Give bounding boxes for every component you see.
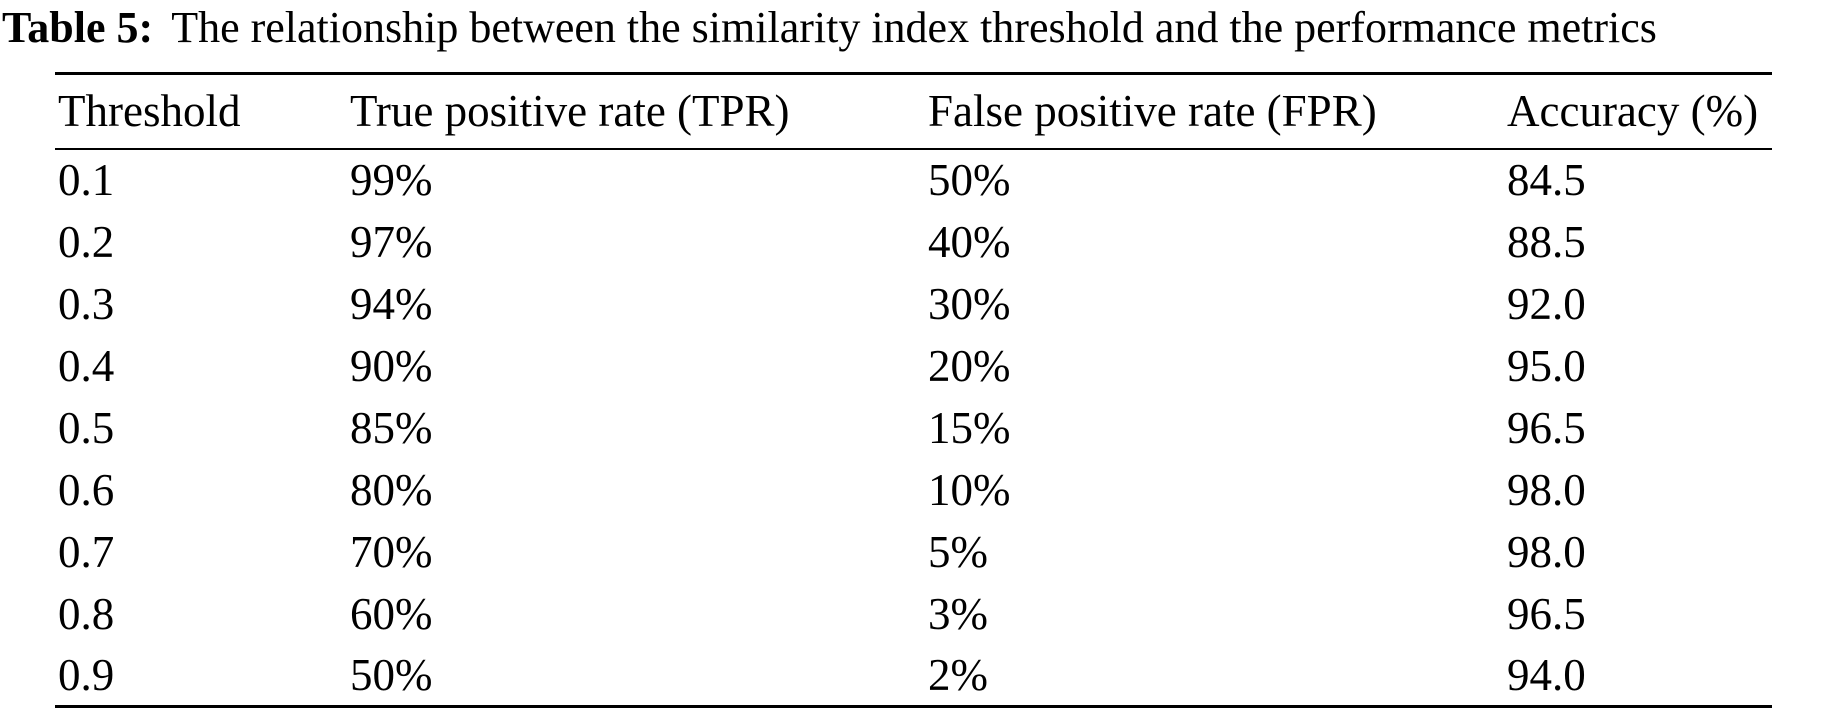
table-cell: 10% <box>928 464 1011 515</box>
table-cell: 0.7 <box>58 526 115 577</box>
table-row: 0.1 99% 50% 84.5 <box>55 149 1772 211</box>
table-header: Threshold True positive rate (TPR) False… <box>55 74 1772 149</box>
table-cell: 60% <box>350 588 433 639</box>
table-body: 0.1 99% 50% 84.5 0.2 97% 40% 88.5 0.3 94% 30% 92.0 0… <box>55 149 1772 707</box>
results-table: Threshold True positive rate (TPR) False… <box>55 72 1772 708</box>
table-cell: 98.0 <box>1507 526 1586 577</box>
table-cell: 96.5 <box>1507 588 1586 639</box>
table-cell: 0.6 <box>58 464 115 515</box>
table-cell: 84.5 <box>1507 155 1586 205</box>
table-cell: 30% <box>928 278 1011 329</box>
table-cell: 50% <box>928 155 1011 205</box>
table-container: Threshold True positive rate (TPR) False… <box>55 72 1772 708</box>
table-cell: 20% <box>928 340 1011 391</box>
table-row: 0.2 97% 40% 88.5 <box>55 211 1772 273</box>
table-cell: 5% <box>928 526 988 577</box>
table-cell: 96.5 <box>1507 402 1586 453</box>
table-cell: 2% <box>928 649 988 700</box>
table-cell: 94.0 <box>1507 649 1586 700</box>
table-cell: 40% <box>928 216 1011 267</box>
table-cell: 0.4 <box>58 340 115 391</box>
column-header-accuracy: Accuracy (%) <box>1507 86 1759 137</box>
table-cell: 0.9 <box>58 649 115 700</box>
table-cell: 0.1 <box>58 155 115 205</box>
column-header-threshold: Threshold <box>58 86 241 137</box>
table-cell: 0.2 <box>58 216 115 267</box>
table-cell: 97% <box>350 216 433 267</box>
table-cell: 90% <box>350 340 433 391</box>
table-row: 0.9 50% 2% 94.0 <box>55 645 1772 707</box>
column-header-tpr: True positive rate (TPR) <box>350 86 790 137</box>
table-caption-label: Table 5: <box>2 3 154 52</box>
table-cell: 0.8 <box>58 588 115 639</box>
table-cell: 98.0 <box>1507 464 1586 515</box>
column-header-fpr: False positive rate (FPR) <box>928 86 1377 137</box>
table-cell: 80% <box>350 464 433 515</box>
table-row: 0.7 70% 5% 98.0 <box>55 521 1772 583</box>
table-cell: 95.0 <box>1507 340 1586 391</box>
table-caption: Table 5: The relationship between the sim… <box>2 2 1821 54</box>
table-cell: 3% <box>928 588 988 639</box>
table-cell: 92.0 <box>1507 278 1586 329</box>
table-header-row: Threshold True positive rate (TPR) False… <box>55 74 1772 149</box>
table-row: 0.3 94% 30% 92.0 <box>55 273 1772 335</box>
table-caption-text: The relationship between the similarity … <box>171 3 1657 52</box>
table-cell: 99% <box>350 155 433 205</box>
table-cell: 94% <box>350 278 433 329</box>
table-cell: 0.5 <box>58 402 115 453</box>
table-row: 0.8 60% 3% 96.5 <box>55 583 1772 645</box>
table-cell: 0.3 <box>58 278 115 329</box>
table-row: 0.6 80% 10% 98.0 <box>55 459 1772 521</box>
table-cell: 50% <box>350 649 433 700</box>
table-cell: 15% <box>928 402 1011 453</box>
table-cell: 70% <box>350 526 433 577</box>
table-row: 0.5 85% 15% 96.5 <box>55 397 1772 459</box>
table-row: 0.4 90% 20% 95.0 <box>55 335 1772 397</box>
table-cell: 85% <box>350 402 433 453</box>
table-cell: 88.5 <box>1507 216 1586 267</box>
